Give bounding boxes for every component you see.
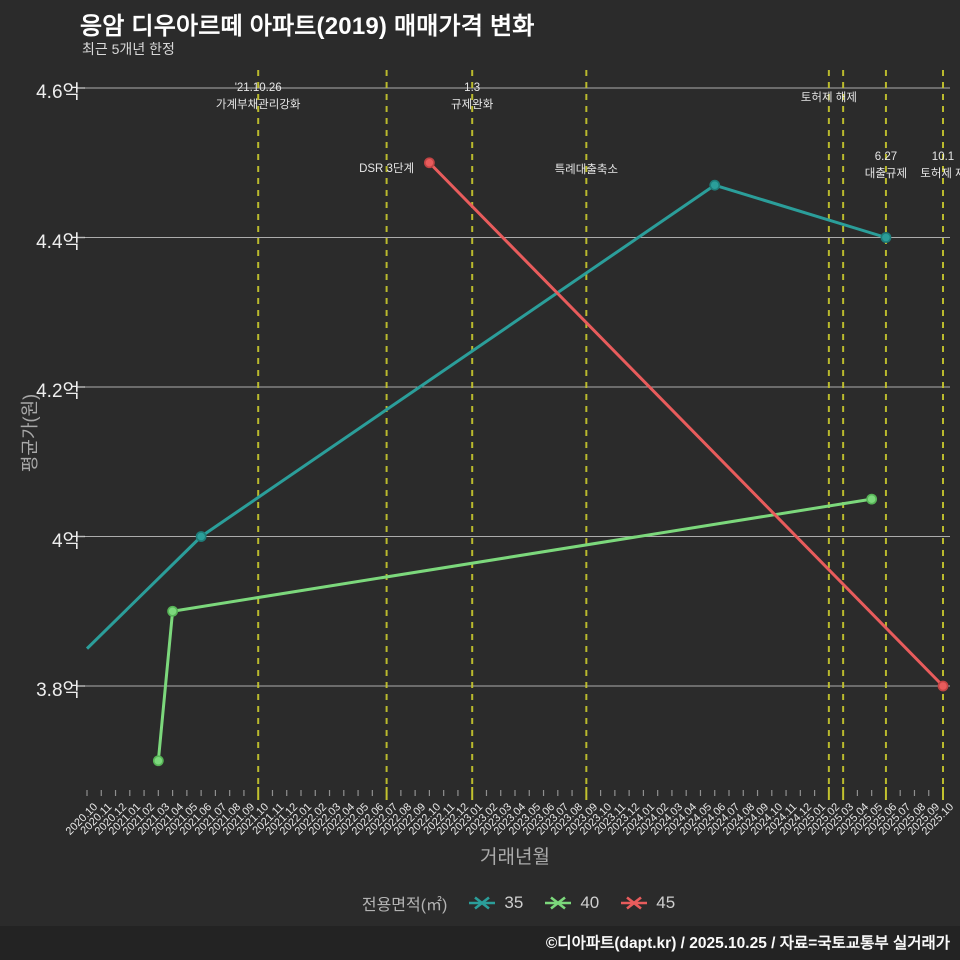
series-line-40 [156, 497, 872, 761]
event-label: 1.3 규제완화 [451, 82, 494, 111]
event-label: 토허제 해제 [800, 92, 857, 104]
data-point-35 [709, 179, 721, 191]
y-tick-label: 4.4억 [36, 231, 80, 253]
legend-title: 전용면적(㎡) [361, 897, 448, 914]
y-tick-label: 3.8억 [36, 680, 80, 701]
y-tick-label: 4.6억 [36, 82, 80, 103]
page-subtitle: 최근 5개년 한정 [82, 41, 175, 57]
legend-item-label: 45 [656, 893, 676, 912]
legend-item-35[interactable]: 35 [469, 893, 523, 913]
legend-item-40[interactable]: 40 [545, 893, 599, 913]
line-x-marker-icon [545, 896, 572, 910]
x-axis-title: 거래년월 [480, 847, 550, 868]
data-point-45 [423, 157, 435, 169]
series-line-45 [428, 161, 945, 688]
legend-item-45[interactable]: 45 [621, 893, 675, 913]
data-point-35 [195, 531, 207, 542]
data-point-40 [152, 755, 164, 767]
series-line-35 [85, 183, 887, 650]
chart-legend: 전용면적(㎡) 35 40 45 [87, 891, 950, 915]
data-point-45 [937, 680, 949, 692]
data-point-35 [880, 232, 892, 243]
y-tick-label: 4.2억 [36, 381, 80, 402]
y-tick-label: 4억 [51, 530, 80, 552]
page-title: 응암 디우아르떼 아파트(2019) 매매가격 변화 [80, 13, 535, 40]
data-point-40 [167, 605, 178, 617]
footer-band [0, 926, 960, 960]
event-label: DSR 3단계 [359, 163, 415, 175]
line-x-marker-icon [469, 896, 496, 910]
event-label: 6.27 대출규제 [864, 151, 908, 180]
legend-item-label: 40 [580, 893, 600, 912]
legend-item-label: 35 [504, 893, 524, 912]
footer-credit: ©디아파트(dapt.kr) / 2025.10.25 / 자료=국토교통부 실… [545, 935, 950, 952]
event-label: 특례대출축소 [554, 164, 619, 176]
data-point-40 [866, 493, 878, 505]
event-label: '21.10.26 가계부채관리강화 [215, 82, 301, 111]
line-x-marker-icon [621, 896, 648, 910]
y-axis-title: 평균가(원) [20, 393, 40, 473]
